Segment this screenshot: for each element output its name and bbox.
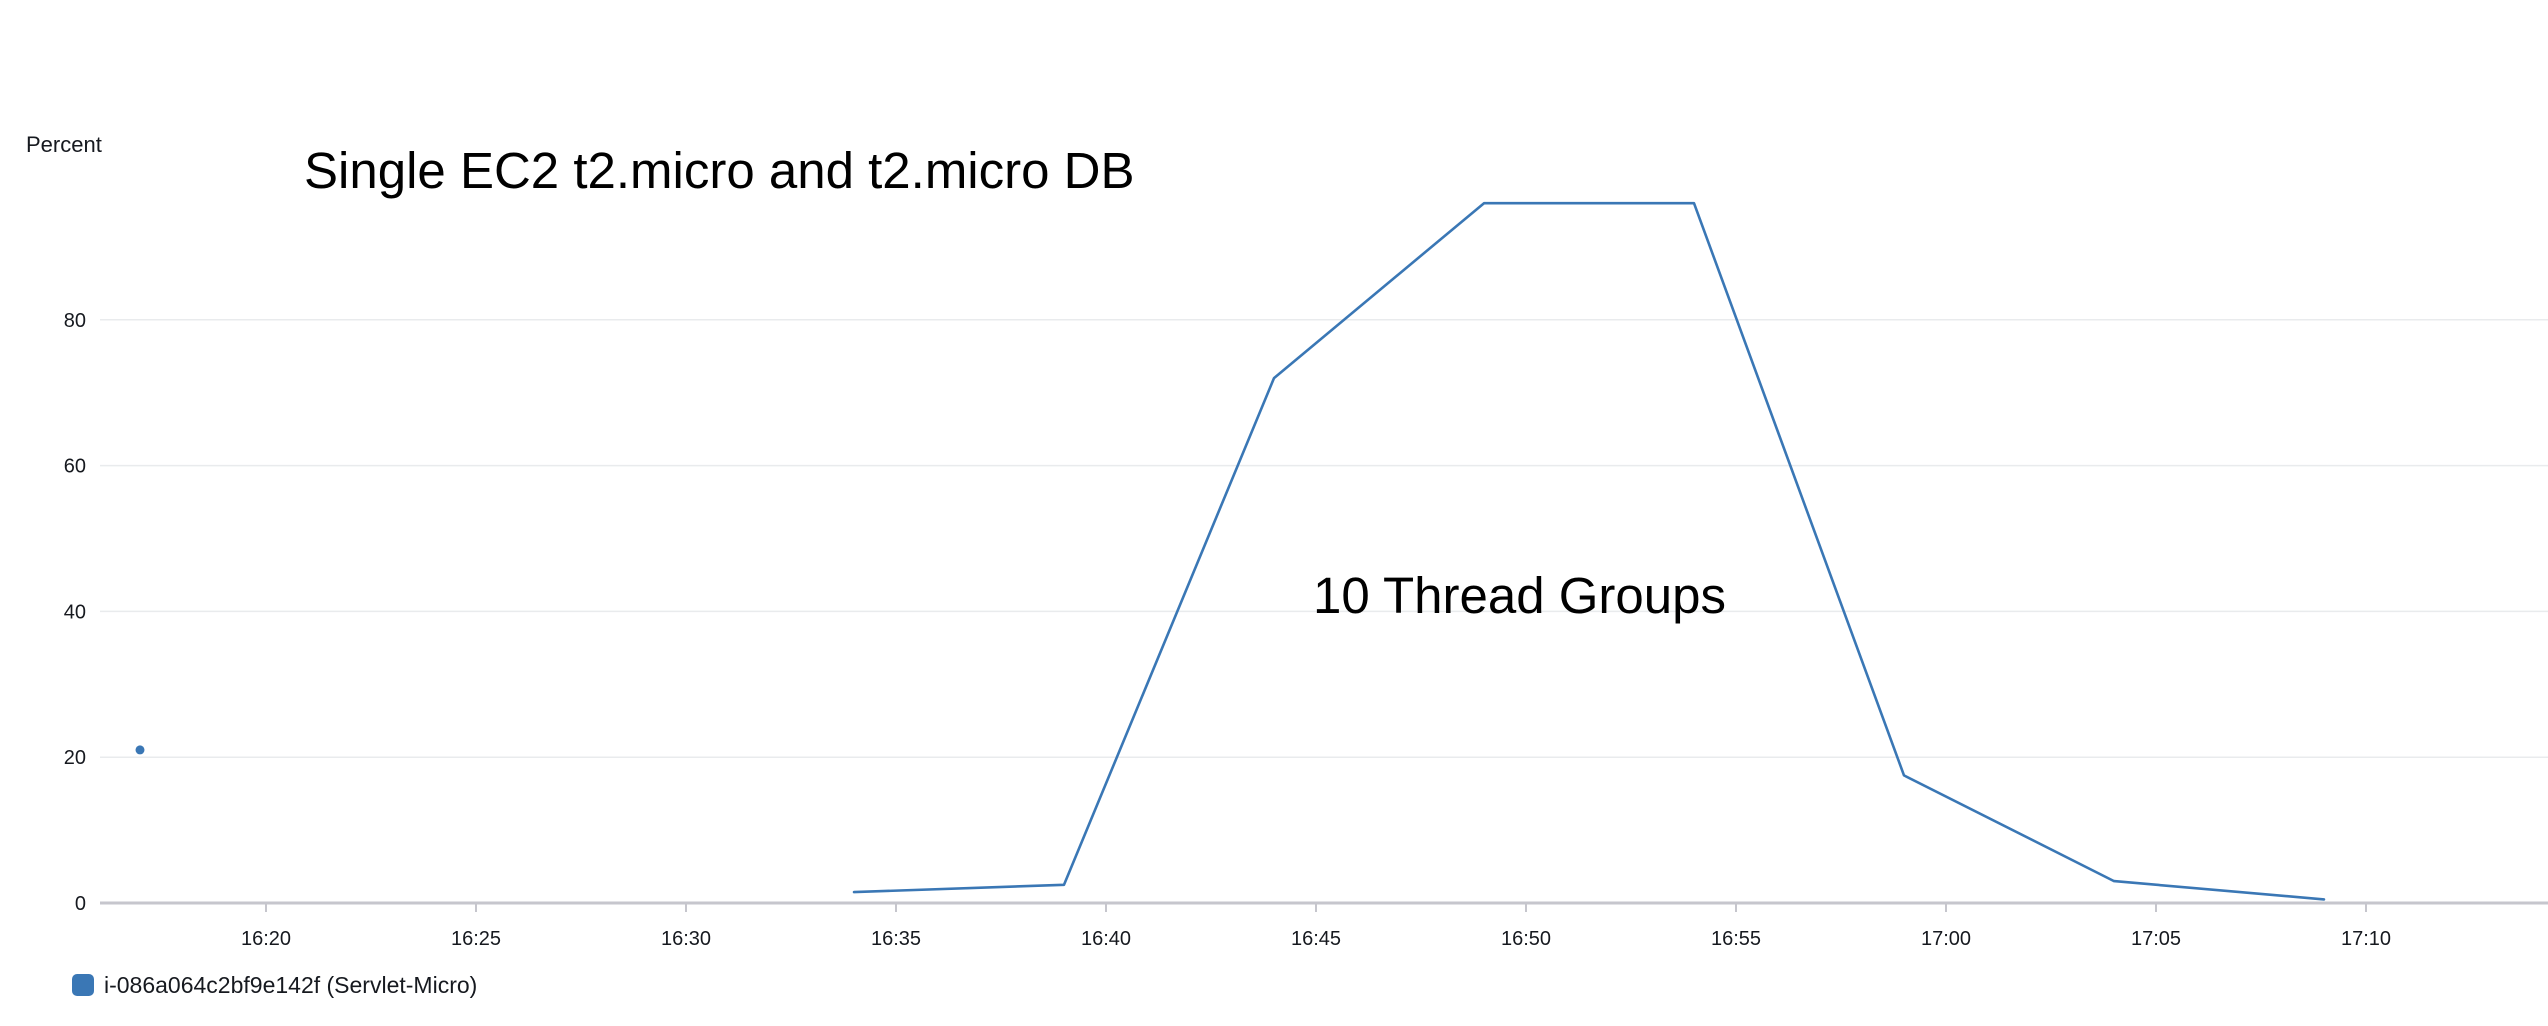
x-tick-label: 16:35 <box>871 928 921 950</box>
annotation-thread-groups: 10 Thread Groups <box>1313 567 1726 624</box>
x-tick-label: 16:30 <box>661 928 711 950</box>
x-axis: 16:20 16:25 16:30 16:35 16:40 16:45 16:50 16:55… <box>100 901 2548 950</box>
x-tick-label: 16:55 <box>1711 928 1761 950</box>
y-axis: 0 20 40 60 80 <box>64 310 86 915</box>
isolated-data-point <box>135 745 145 755</box>
series-layer <box>135 201 2326 901</box>
series-line-0 <box>852 201 2326 901</box>
legend[interactable]: i-086a064c2bf9e142f (Servlet-Micro) <box>72 972 477 998</box>
x-tick-label: 17:00 <box>1921 928 1971 950</box>
x-tick-label: 17:10 <box>2341 928 2391 950</box>
legend-swatch <box>72 974 94 996</box>
x-tick-label: 16:50 <box>1501 928 1551 950</box>
x-tick-label: 17:05 <box>2131 928 2181 950</box>
chart-title: Single EC2 t2.micro and t2.micro DB <box>304 142 1135 199</box>
x-tick-label: 16:25 <box>451 928 501 950</box>
gridlines <box>100 319 2548 758</box>
y-tick-label: 80 <box>64 310 86 332</box>
legend-label: i-086a064c2bf9e142f (Servlet-Micro) <box>104 972 477 998</box>
y-axis-label: Percent <box>26 132 102 157</box>
x-tick-label: 16:40 <box>1081 928 1131 950</box>
y-tick-label: 0 <box>75 893 86 915</box>
y-tick-label: 40 <box>64 601 86 623</box>
x-tick-label: 16:45 <box>1291 928 1341 950</box>
x-tick-label: 16:20 <box>241 928 291 950</box>
y-tick-label: 60 <box>64 456 86 478</box>
y-tick-label: 20 <box>64 747 86 769</box>
